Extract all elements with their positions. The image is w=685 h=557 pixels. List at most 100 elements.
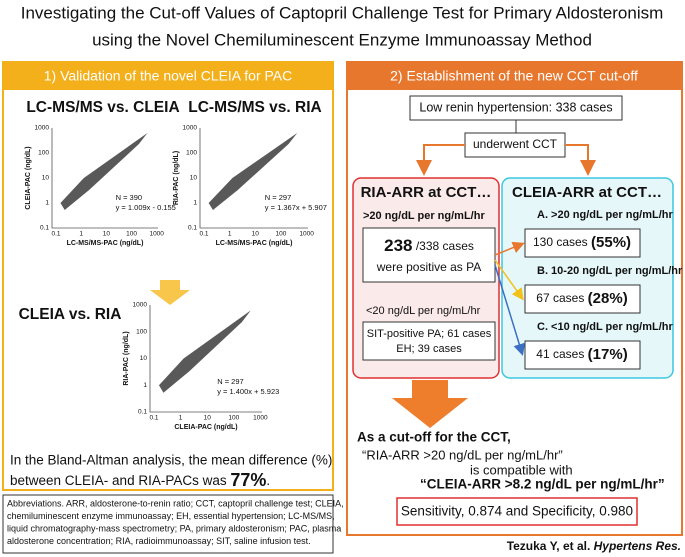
summary-line: between CLEIA- and RIA-PACs was 77%.: [10, 470, 270, 490]
title-line: Investigating the Cut-off Values of Capt…: [21, 3, 664, 22]
population: Low renin hypertension: 338 cases: [419, 100, 612, 114]
abbreviation-line: liquid chromatography-mass spectrometry;…: [7, 523, 341, 533]
ria-positive-count: 238: [384, 236, 412, 255]
x-tick-label: 1000: [299, 231, 314, 238]
result-box: [396, 497, 638, 526]
citation-authors: Tezuka Y, et al.: [507, 539, 594, 553]
left-header: 1) Validation of the novel CLEIA for PAC: [44, 68, 293, 84]
plot-axes: [199, 128, 308, 229]
y-axis-label: CLEIA-PAC (ng/dL): [25, 146, 32, 209]
big-arrow: [392, 380, 468, 428]
y-tick-label: 10: [140, 355, 148, 362]
group-percent: (55%): [591, 234, 631, 251]
x-tick-label: 1000: [253, 415, 268, 422]
y-tick-label: 10: [42, 175, 50, 182]
y-tick-label: 100: [186, 150, 197, 157]
x-axis-label: CLEIA-PAC (ng/dL): [174, 424, 237, 431]
abbreviations-box: [2, 494, 334, 554]
ria-positive-text: were positive as PA: [376, 260, 482, 274]
arrow: [416, 144, 465, 176]
plot-n: N = 390: [116, 193, 142, 202]
conclusion-line: As a cut-off for the CCT,: [357, 430, 511, 445]
abbreviation-line: chemiluminescent enzyme immunoassay; EH,…: [7, 511, 335, 521]
arrow: [565, 144, 596, 176]
left-panel: [2, 61, 334, 491]
plot-n: N = 297: [265, 193, 291, 202]
x-tick-label: 10: [252, 231, 260, 238]
conclusion-line: “CLEIA-ARR >8.2 ng/dL per ng/mL/hr”: [420, 477, 665, 492]
x-tick-label: 0.1: [51, 231, 60, 238]
plot-title: LC-MS/MS vs. CLEIA: [26, 99, 179, 116]
y-tick-label: 100: [38, 150, 49, 157]
x-tick-label: 1: [228, 231, 232, 238]
group-count: 67 cases (28%): [536, 290, 627, 307]
group-percent: (28%): [588, 290, 628, 307]
right-header: 2) Establishment of the new CCT cut-off: [390, 68, 638, 84]
citation: Tezuka Y, et al. Hypertens Res.: [507, 539, 681, 553]
scatter-cloud: [158, 310, 251, 393]
left-header-bar: [3, 62, 333, 90]
y-tick-label: 0.1: [188, 225, 197, 232]
ria-low-label: <20 ng/dL per ng/mL/hr: [366, 305, 481, 317]
y-tick-label: 0.1: [138, 409, 147, 416]
x-tick-label: 100: [276, 231, 287, 238]
x-tick-label: 100: [126, 231, 137, 238]
group-count: 41 cases (17%): [536, 346, 627, 363]
y-tick-label: 100: [136, 328, 147, 335]
y-tick-label: 1000: [35, 125, 50, 132]
down-arrow: [150, 280, 190, 305]
plot-axes: [149, 305, 262, 413]
scatter-cloud: [208, 133, 298, 210]
x-tick-label: 1: [179, 415, 183, 422]
group-box: [524, 228, 641, 258]
plot-equation: y = 1.400x + 5.923: [217, 387, 279, 396]
arrow: [494, 259, 524, 301]
conclusion-line: is compatible with: [470, 462, 573, 477]
arrow: [494, 264, 526, 356]
summary-value: 77%: [230, 470, 266, 490]
x-tick-label: 0.1: [149, 415, 158, 422]
plot-n: N = 297: [217, 377, 243, 386]
ria-positive-total: /338 cases: [413, 239, 474, 253]
right-header-bar: [347, 62, 682, 90]
y-tick-label: 0.1: [40, 225, 49, 232]
y-tick-label: 1: [45, 200, 49, 207]
group-count-text: 130 cases: [533, 235, 591, 249]
group-count-text: 67 cases: [536, 291, 587, 305]
y-axis-label: RIA-PAC (ng/dL): [123, 331, 130, 385]
ria-title: RIA-ARR at CCT…: [361, 184, 492, 201]
result: Sensitivity, 0.874 and Specificity, 0.98…: [401, 504, 633, 519]
x-tick-label: 0.1: [199, 231, 208, 238]
y-tick-label: 1000: [183, 125, 198, 132]
cleia-box: [501, 177, 674, 379]
ria-high-label: >20 ng/dL per ng/mL/hr: [363, 210, 485, 222]
x-tick-label: 10: [103, 231, 111, 238]
group-label: B. 10-20 ng/dL per ng/mL/hr: [537, 265, 683, 277]
population-box: [409, 95, 623, 121]
y-axis-label: RIA-PAC (ng/dL): [173, 151, 180, 205]
arrow: [494, 241, 525, 256]
group-count: 130 cases (55%): [533, 234, 631, 251]
y-tick-label: 1000: [133, 302, 148, 309]
y-tick-label: 10: [190, 175, 198, 182]
abbreviations: Abbreviations. ARR, aldosterone-to-renin…: [7, 498, 344, 546]
title-line: using the Novel Chemiluminescent Enzyme …: [92, 30, 592, 49]
ria-low-line: SIT-positive PA; 61 cases: [367, 328, 492, 340]
x-tick-label: 1: [79, 231, 83, 238]
scatter-cloud: [60, 133, 148, 210]
summary-line: In the Bland-Altman analysis, the mean d…: [10, 453, 332, 468]
x-tick-label: 100: [228, 415, 239, 422]
plot-title: CLEIA vs. RIA: [19, 306, 122, 323]
x-tick-label: 1000: [149, 231, 164, 238]
plot-equation: y = 1.367x + 5.907: [265, 203, 327, 212]
group-label: C. <10 ng/dL per ng/mL/hr: [537, 321, 674, 333]
plot-equation: y = 1.009x - 0.155: [116, 203, 176, 212]
plot-axes: [51, 128, 158, 229]
x-axis-label: LC-MS/MS-PAC (ng/dL): [67, 240, 144, 247]
y-tick-label: 1: [193, 200, 197, 207]
group-percent: (17%): [588, 346, 628, 363]
cleia-title: CLEIA-ARR at CCT…: [512, 184, 662, 201]
plot-title: LC-MS/MS vs. RIA: [188, 99, 321, 116]
